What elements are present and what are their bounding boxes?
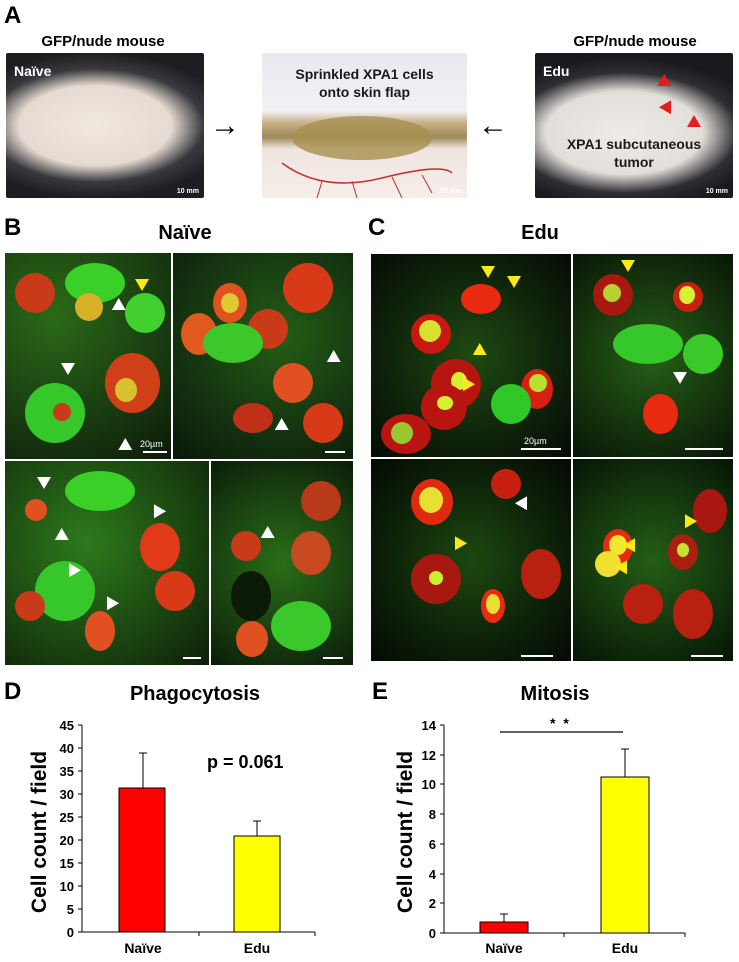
white-arrowhead-icon <box>514 496 534 514</box>
scale-bar <box>521 448 561 450</box>
yellow-arrowhead-icon <box>448 536 468 554</box>
white-arrowhead-icon <box>61 363 75 375</box>
scale-bar-label: 10 mm <box>705 188 728 195</box>
micrograph-naive-3 <box>4 460 210 666</box>
tumor-marker-icon <box>658 100 678 118</box>
panel-b-title: Naïve <box>158 222 212 244</box>
scale-bar <box>143 451 167 453</box>
tumor-marker-icon <box>687 115 701 127</box>
white-arrowhead-icon <box>147 504 167 522</box>
scale-bar <box>183 657 201 659</box>
scale-bar <box>325 451 345 453</box>
scale-bar <box>685 448 723 450</box>
chart-e-title: Mitosis <box>520 683 590 705</box>
tumor-text-2: tumor <box>614 154 654 170</box>
blood-vessels-graphic <box>281 116 453 198</box>
x-category: Edu <box>243 940 271 956</box>
scale-bar <box>691 655 723 657</box>
yellow-arrowhead-icon <box>469 342 487 362</box>
skin-flap-text-2: onto skin flap <box>319 84 410 100</box>
panel-c-label: C <box>368 214 386 241</box>
x-category: Naïve <box>485 940 523 956</box>
white-arrowhead-icon <box>37 477 51 489</box>
micrograph-naive-1: 20µm <box>4 252 172 460</box>
edu-tag: Edu <box>543 63 570 79</box>
chart-d-title: Phagocytosis <box>129 683 261 705</box>
skin-flap-text-1: Sprinkled XPA1 cells <box>295 66 434 82</box>
y-tick: 40 <box>59 741 74 756</box>
y-tick: 10 <box>421 777 436 792</box>
scale-bar <box>323 657 343 659</box>
arrow-right-icon: → <box>210 109 240 142</box>
chart-d-plot <box>78 724 316 936</box>
scale-bar-label: 20µm <box>140 439 163 449</box>
skin-flap-photo: Sprinkled XPA1 cells onto skin flap 10 m… <box>262 53 467 198</box>
y-tick: 14 <box>421 718 436 733</box>
micrograph-edu-1: 20µm <box>370 253 572 458</box>
white-arrowhead-icon <box>51 527 69 547</box>
y-tick: 15 <box>59 856 74 871</box>
arrow-left-icon: ← <box>478 109 508 142</box>
y-tick: 20 <box>59 833 74 848</box>
y-tick: 35 <box>59 764 74 779</box>
chart-e-plot <box>440 724 686 937</box>
white-arrowhead-icon <box>323 349 341 369</box>
micrograph-edu-3 <box>370 458 572 662</box>
tumor-text-1: XPA1 subcutaneous <box>566 136 702 152</box>
micrograph-edu-4 <box>572 458 734 662</box>
x-category: Naïve <box>124 940 162 956</box>
white-arrowhead-icon <box>118 437 136 457</box>
right-mouse-caption: GFP/nude mouse <box>573 33 697 50</box>
y-tick: 0 <box>66 925 74 940</box>
panel-e-label: E <box>372 678 389 705</box>
left-mouse-caption: GFP/nude mouse <box>41 33 165 50</box>
panel-d-label: D <box>4 678 22 705</box>
edu-mouse-photo: Edu XPA1 subcutaneous tumor 10 mm <box>535 53 733 198</box>
panel-c-title: Edu <box>521 222 559 244</box>
y-tick: 45 <box>59 718 74 733</box>
scale-bar-label: 10 mm <box>439 188 462 195</box>
y-tick: 4 <box>428 867 436 882</box>
yellow-arrowhead-icon <box>621 260 635 272</box>
y-tick: 12 <box>421 748 436 763</box>
scale-bar <box>521 655 553 657</box>
y-tick: 2 <box>428 896 436 911</box>
y-tick: 5 <box>66 902 74 917</box>
white-arrowhead-icon <box>271 417 289 437</box>
yellow-arrowhead-icon <box>481 266 495 278</box>
y-tick: 0 <box>428 926 436 941</box>
y-tick: 8 <box>428 807 436 822</box>
micrograph-naive-4 <box>210 460 354 666</box>
panel-a-label: A <box>4 2 22 29</box>
y-tick: 30 <box>59 787 74 802</box>
panel-b-label: B <box>4 214 22 241</box>
x-category: Edu <box>611 940 639 956</box>
naive-mouse-photo: Naïve 10 mm <box>6 53 204 198</box>
yellow-arrowhead-icon <box>507 276 521 288</box>
micrograph-naive-2 <box>172 252 354 460</box>
significance-stars: * * <box>550 715 571 731</box>
p-value-annotation: p = 0.061 <box>207 752 284 772</box>
white-arrowhead-icon <box>108 297 126 317</box>
y-tick: 25 <box>59 810 74 825</box>
white-arrowhead-icon <box>673 372 687 384</box>
y-tick: 6 <box>428 837 436 852</box>
naive-tag: Naïve <box>14 63 52 79</box>
tumor-marker-icon <box>657 73 675 93</box>
scale-bar-label: 20µm <box>524 436 547 446</box>
y-tick: 10 <box>59 879 74 894</box>
micrograph-edu-2 <box>572 253 734 458</box>
scale-bar-label: 10 mm <box>176 188 199 195</box>
yellow-arrowhead-icon <box>135 279 149 291</box>
